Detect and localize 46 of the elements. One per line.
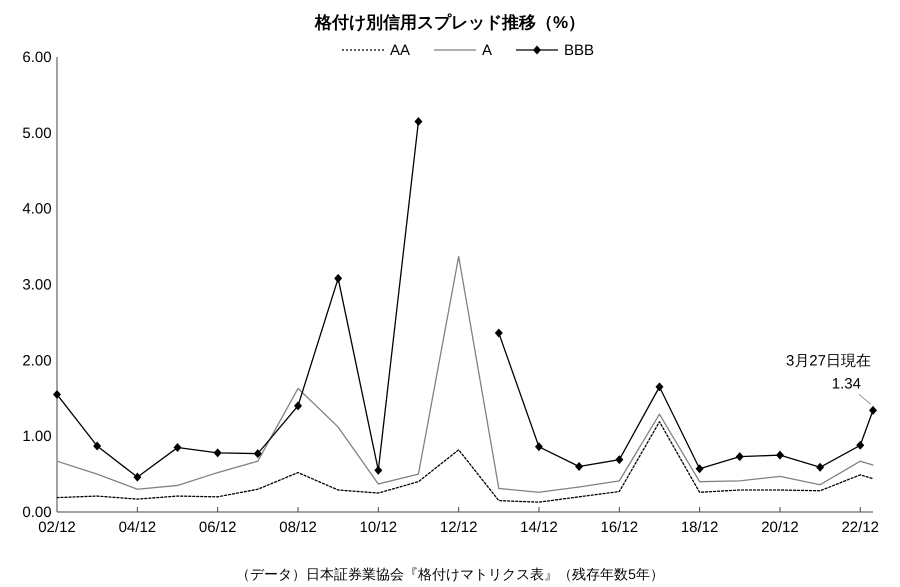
point <box>214 448 222 458</box>
chart-title: 格付け別信用スプレッド推移（%） <box>314 13 586 32</box>
point <box>334 274 342 283</box>
point <box>254 449 262 458</box>
x-tick-label: 18/12 <box>680 519 718 536</box>
point <box>93 442 102 451</box>
legend-label: BBB <box>564 42 594 59</box>
x-tick-label: 02/12 <box>38 519 76 536</box>
y-tick-label: 5.00 <box>22 124 52 142</box>
point <box>869 406 877 415</box>
point <box>374 466 382 475</box>
point <box>494 328 503 338</box>
y-tick-label: 6.00 <box>22 49 52 66</box>
x-tick-label: 12/12 <box>440 519 478 536</box>
y-tick-label: 1.00 <box>22 428 52 446</box>
x-tick-label: 06/12 <box>198 519 236 536</box>
point <box>414 116 422 126</box>
x-tick-label: 16/12 <box>600 519 638 536</box>
x-tick-label: 22/12 <box>841 519 880 536</box>
point <box>615 455 624 464</box>
x-tick-label: 10/12 <box>360 519 398 536</box>
text: （データ）日本証券業協会『格付けマトリクス表』（残存年数5年） <box>236 566 664 582</box>
point <box>174 443 182 452</box>
point <box>575 462 584 471</box>
point <box>655 382 664 392</box>
legend-label: A <box>482 42 492 59</box>
point <box>133 472 142 482</box>
x-tick-label: 04/12 <box>118 519 156 536</box>
x-tick-label: 08/12 <box>279 519 317 536</box>
x-tick-label: 14/12 <box>520 519 558 536</box>
y-tick-label: 2.00 <box>22 352 52 370</box>
point <box>856 440 864 450</box>
point <box>776 450 784 460</box>
y-tick-label: 0.00 <box>22 504 52 521</box>
point <box>294 401 302 410</box>
legend-label: AA <box>390 42 410 59</box>
point <box>534 442 543 452</box>
x-tick-label: 20/12 <box>761 519 799 536</box>
annotation: 3月27日現在 <box>786 352 871 370</box>
point <box>696 464 704 474</box>
point <box>736 452 744 462</box>
y-tick-label: 4.00 <box>22 200 52 218</box>
data-label: 1.34 <box>832 375 861 392</box>
y-tick-label: 3.00 <box>22 276 52 294</box>
point <box>816 462 824 472</box>
point <box>53 390 61 399</box>
